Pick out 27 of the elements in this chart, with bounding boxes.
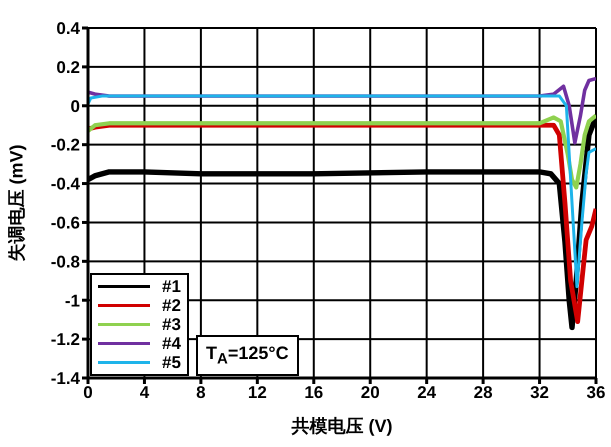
x-tick-label: 16 xyxy=(304,383,324,402)
y-tick-label: -1 xyxy=(64,291,80,310)
y-tick-label: -0.8 xyxy=(50,252,80,272)
y-tick-label: 0.2 xyxy=(56,58,80,77)
y-tick-label: 0 xyxy=(70,96,80,116)
legend-label: #2 xyxy=(162,296,181,316)
legend-label: #5 xyxy=(162,352,181,372)
x-axis-title: 共模电压 (V) xyxy=(290,416,392,436)
x-tick-label: 36 xyxy=(586,383,606,402)
annotation: T$_{A}$=125°C xyxy=(196,335,299,376)
y-tick-label: -1.2 xyxy=(50,330,80,350)
y-tick-label: -0.2 xyxy=(50,136,80,155)
x-tick-label: 0 xyxy=(83,383,93,402)
y-tick-label: -0.6 xyxy=(50,213,80,232)
x-tick-label: 28 xyxy=(474,383,493,402)
x-tick-label: 20 xyxy=(360,383,380,402)
y-tick-label: -0.4 xyxy=(50,174,81,194)
legend-label: #3 xyxy=(162,314,181,334)
x-tick-label: 24 xyxy=(417,383,437,402)
legend-label: #4 xyxy=(162,334,181,354)
x-tick-label: 12 xyxy=(248,383,267,402)
x-tick-label: 32 xyxy=(530,383,550,402)
legend-label: #1 xyxy=(162,276,181,296)
y-tick-label: 0.4 xyxy=(56,19,81,38)
x-tick-label: 4 xyxy=(140,383,150,402)
y-tick-label: -1.4 xyxy=(50,369,81,388)
x-tick-label: 8 xyxy=(196,383,206,402)
